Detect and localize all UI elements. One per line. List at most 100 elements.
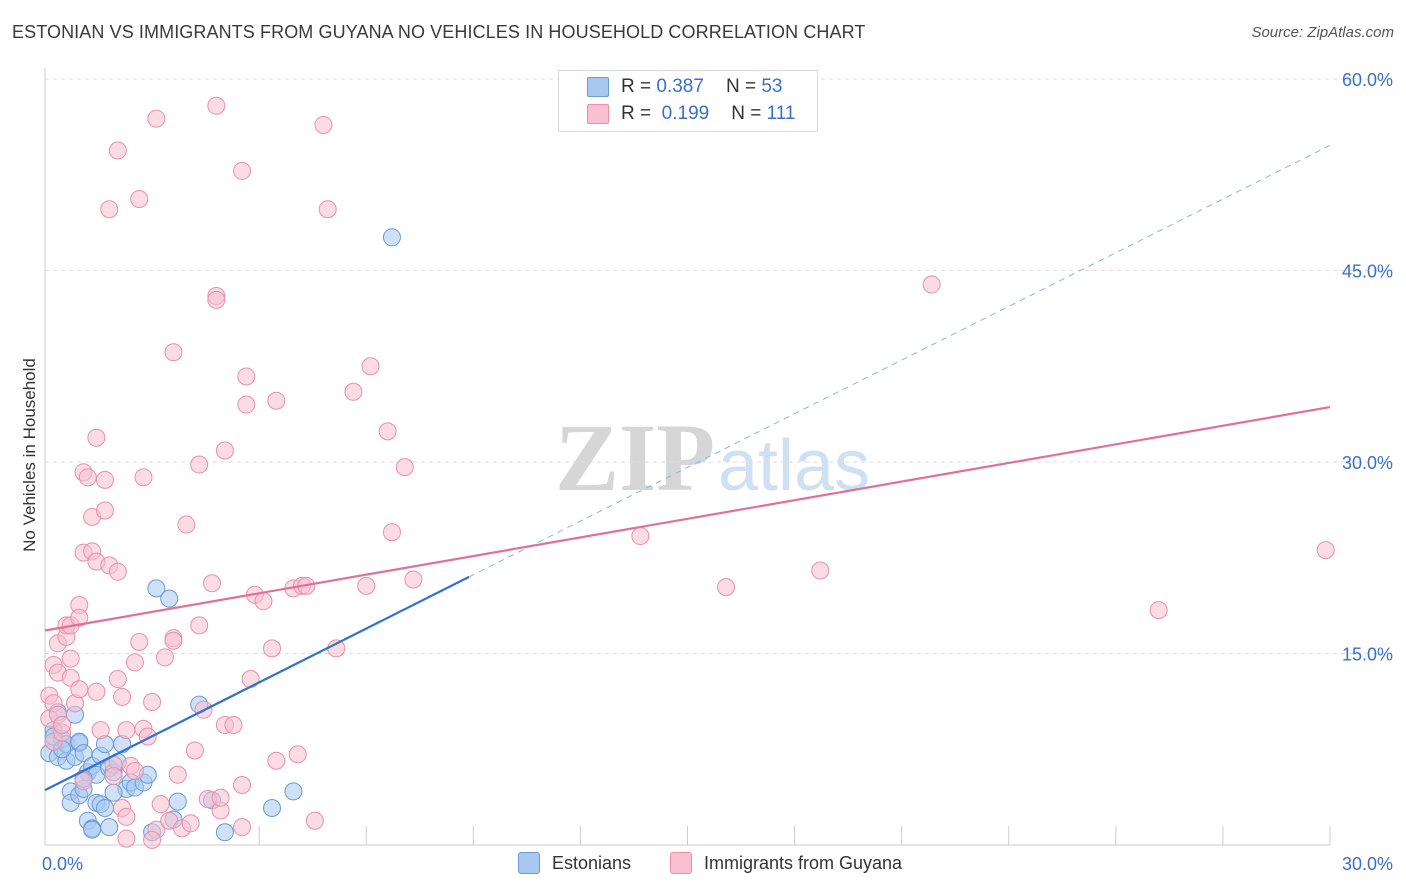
guyana-point	[91, 721, 110, 740]
y-tick-label: 15.0%	[1342, 645, 1393, 665]
guyana-point	[95, 470, 114, 489]
legend-n-label: N =	[725, 76, 757, 97]
estonian-point	[100, 818, 119, 837]
guyana-point	[185, 741, 204, 760]
guyana-point	[70, 680, 89, 699]
y-tick-label: 60.0%	[1342, 70, 1393, 90]
guyana-point	[104, 767, 123, 786]
guyana-point	[233, 818, 252, 837]
legend-r-label: R =	[621, 76, 652, 97]
series-swatch-estonians	[518, 852, 540, 874]
guyana-point	[318, 200, 337, 219]
estonian-point	[104, 783, 123, 802]
guyana-point	[70, 608, 89, 627]
guyana-point	[87, 682, 106, 701]
legend-n-value: 111	[766, 103, 796, 124]
guyana-point	[164, 631, 183, 650]
guyana-point	[155, 648, 174, 667]
watermark-atlas: atlas	[718, 426, 870, 506]
guyana-point	[177, 515, 196, 534]
correlation-legend: R = 0.387 N = 53 R = 0.199 N = 111	[558, 70, 818, 132]
estonian-point	[74, 744, 93, 763]
guyana-point	[117, 829, 136, 848]
chart-title: ESTONIAN VS IMMIGRANTS FROM GUYANA NO VE…	[12, 22, 866, 42]
guyana-point	[117, 721, 136, 740]
guyana-point	[181, 814, 200, 833]
legend-swatch-estonians	[587, 77, 609, 97]
guyana-point	[215, 441, 234, 460]
guyana-point	[108, 562, 127, 581]
guyana-point	[1149, 601, 1168, 620]
source-credit: Source: ZipAtlas.com	[1251, 24, 1394, 41]
guyana-point	[207, 96, 226, 115]
guyana-point	[395, 458, 414, 477]
guyana-point	[100, 200, 119, 219]
guyana-point	[134, 468, 153, 487]
legend-row-guyana: R = 0.199 N = 111	[587, 102, 796, 126]
guyana-point	[254, 592, 273, 611]
guyana-point	[130, 633, 149, 652]
guyana-point	[631, 527, 650, 546]
guyana-point	[361, 357, 380, 376]
legend-r-label: R =	[621, 103, 652, 124]
guyana-point	[305, 811, 324, 830]
series-label-guyana: Immigrants from Guyana	[704, 852, 903, 873]
guyana-point	[151, 795, 170, 814]
x-tick-label: 30.0%	[1342, 854, 1393, 874]
guyana-point	[922, 275, 941, 294]
guyana-point	[168, 765, 187, 784]
guyana-point	[267, 391, 286, 410]
guyana-point	[190, 616, 209, 635]
series-legend: Estonians Immigrants from Guyana	[0, 852, 1406, 878]
legend-n-value: 53	[761, 76, 783, 97]
guyana-point	[53, 715, 72, 734]
guyana-point	[237, 367, 256, 386]
guyana-point	[224, 715, 243, 734]
guyana-point	[382, 523, 401, 542]
guyana-point	[233, 161, 252, 180]
guyana-point	[130, 190, 149, 209]
guyana-point	[207, 290, 226, 309]
legend-row-estonians: R = 0.387 N = 53	[587, 75, 782, 99]
estonian-point	[382, 228, 401, 247]
series-legend-guyana: Immigrants from Guyana	[670, 852, 902, 874]
guyana-point	[164, 343, 183, 362]
estonian-point	[263, 798, 282, 817]
guyana-point	[263, 639, 282, 658]
watermark-zip: ZIP	[555, 404, 715, 511]
guyana-point	[87, 428, 106, 447]
legend-n-label: N =	[731, 103, 762, 124]
guyana-point	[1316, 541, 1335, 560]
guyana-point	[241, 670, 260, 689]
estonian-point	[95, 798, 114, 817]
estonian-point	[168, 792, 187, 811]
guyana-point	[211, 788, 230, 807]
guyana-point	[61, 649, 80, 668]
guyana-point	[74, 772, 93, 791]
guyana-trend-line	[44, 406, 1331, 632]
guyana-point	[404, 570, 423, 589]
guyana-point	[344, 382, 363, 401]
guyana-point	[233, 775, 252, 794]
guyana-point	[143, 693, 162, 712]
guyana-point	[811, 561, 830, 580]
guyana-point	[237, 395, 256, 414]
estonian-point	[160, 589, 179, 608]
y-axis-label: No Vehicles in Household	[20, 358, 39, 552]
guyana-point	[108, 670, 127, 689]
legend-r-value: 0.387	[656, 76, 704, 97]
estonian-point	[215, 823, 234, 842]
series-label-estonians: Estonians	[552, 852, 632, 873]
y-tick-label: 45.0%	[1342, 262, 1393, 282]
guyana-point	[117, 807, 136, 826]
series-legend-estonians: Estonians	[518, 852, 631, 874]
guyana-point	[314, 115, 333, 134]
guyana-point	[108, 141, 127, 160]
guyana-point	[190, 455, 209, 474]
guyana-point	[288, 745, 307, 764]
guyana-point	[78, 468, 97, 487]
estonian-point	[83, 820, 102, 839]
guyana-point	[125, 653, 144, 672]
guyana-point	[113, 687, 132, 706]
